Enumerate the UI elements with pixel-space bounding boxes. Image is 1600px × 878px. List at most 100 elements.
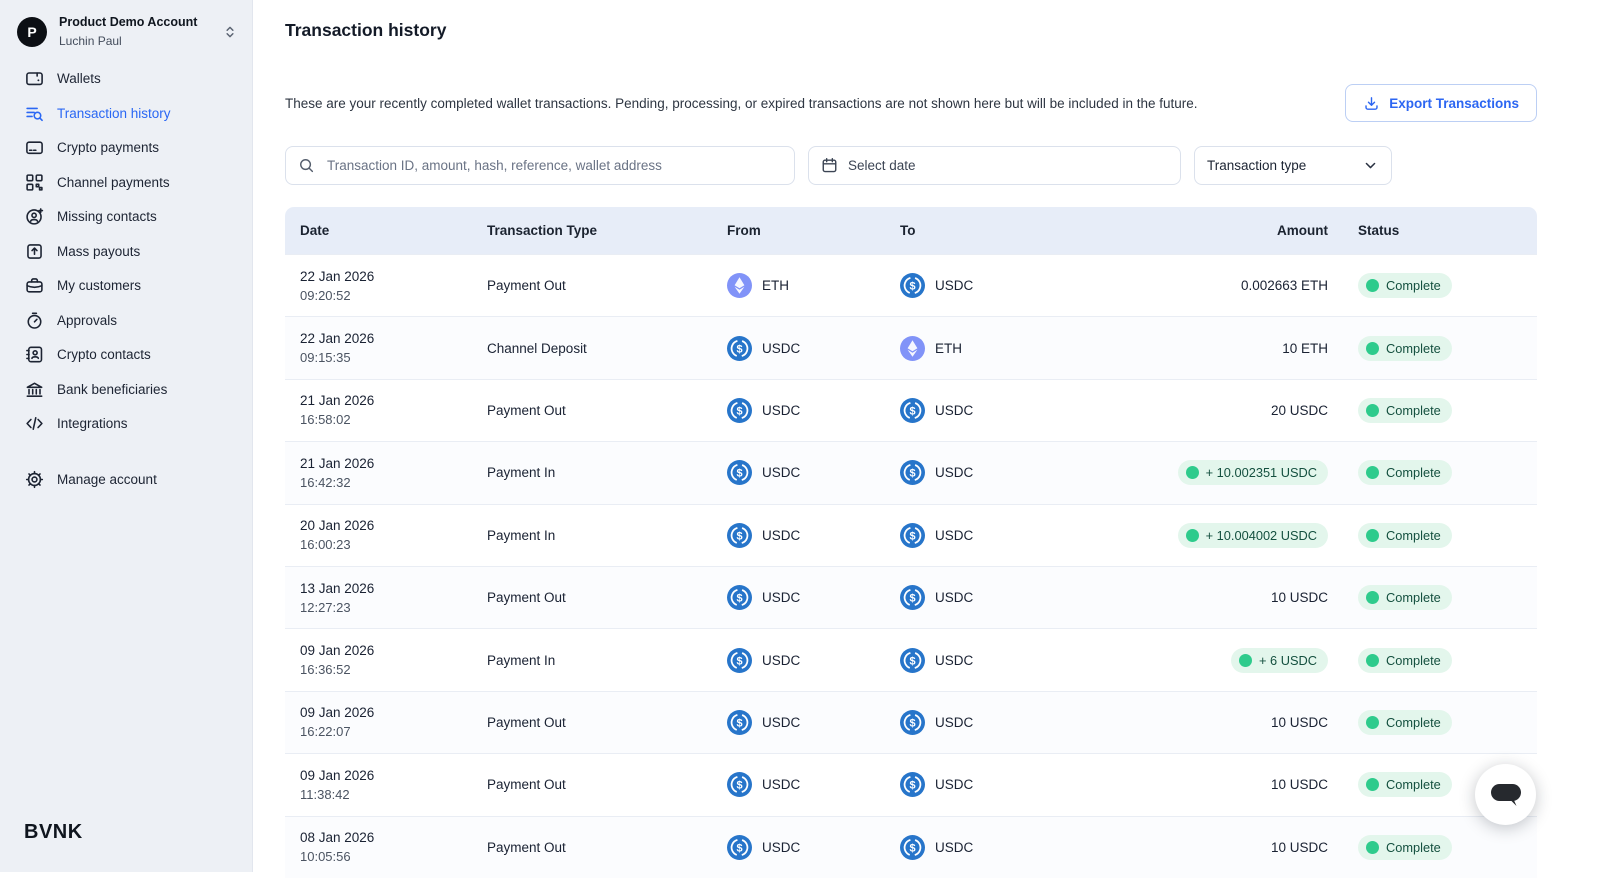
sidebar-item-manage-account[interactable]: Manage account (0, 462, 252, 497)
status-badge: Complete (1358, 647, 1452, 673)
qr-icon (26, 174, 43, 191)
status-badge: Complete (1358, 834, 1452, 860)
table-row[interactable]: 22 Jan 2026 09:20:52 Payment Out ETH $ USDC 0.… (285, 254, 1537, 317)
table-row[interactable]: 22 Jan 2026 09:15:35 Channel Deposit $ USDC E… (285, 316, 1537, 379)
usdc-icon: $ (727, 709, 752, 735)
gear-icon (25, 470, 44, 488)
transaction-type-label: Transaction type (1207, 158, 1307, 173)
from-currency: USDC (762, 590, 801, 606)
amount-pill: + 10.002351 USDC (1177, 460, 1328, 486)
sidebar-item-crypto-contacts[interactable]: Crypto contacts (0, 338, 252, 373)
sidebar-item-mass-payouts[interactable]: Mass payouts (0, 234, 252, 269)
transaction-type-filter[interactable]: Transaction type (1194, 146, 1392, 185)
green-dot-icon (1366, 715, 1379, 729)
date-filter-label: Select date (848, 158, 916, 173)
svg-text:$: $ (909, 530, 915, 542)
green-dot-icon (1366, 466, 1379, 480)
table-row[interactable]: 20 Jan 2026 16:00:23 Payment In $ USDC $ USDC +… (285, 503, 1537, 566)
svg-text:$: $ (736, 592, 742, 604)
bank-icon (26, 382, 43, 397)
column-header-amount: Amount (1277, 223, 1328, 238)
table-row[interactable]: 09 Jan 2026 16:22:07 Payment Out $ USDC $ USDC… (285, 690, 1537, 754)
column-header-from: From (727, 223, 761, 238)
svg-text:$: $ (909, 468, 915, 480)
table-row[interactable]: 09 Jan 2026 11:38:42 Payment Out $ USDC $ USDC… (285, 753, 1537, 816)
row-from: $ USDC (727, 335, 900, 361)
filters-bar: Select date Transaction type (285, 146, 1537, 185)
row-from: $ USDC (727, 522, 900, 548)
sidebar-item-integrations[interactable]: Integrations (0, 407, 252, 442)
row-amount: 10 USDC (1270, 590, 1328, 606)
chat-launcher-button[interactable] (1475, 764, 1536, 825)
row-time: 09:15:35 (300, 350, 351, 366)
row-time: 16:36:52 (300, 662, 351, 678)
amount-pill: + 10.004002 USDC (1177, 522, 1328, 548)
svg-text:$: $ (909, 592, 915, 604)
green-dot-icon (1366, 528, 1379, 542)
sidebar-item-bank-beneficiaries[interactable]: Bank beneficiaries (0, 372, 252, 407)
stopwatch-icon (27, 312, 42, 329)
usdc-icon: $ (727, 772, 752, 798)
row-amount: + 10.002351 USDC (1205, 465, 1317, 481)
account-switcher[interactable]: P Product Demo Account Luchin Paul (0, 0, 252, 59)
row-amount: 20 USDC (1270, 402, 1328, 418)
calendar-icon (822, 157, 837, 173)
address-book-icon (26, 346, 43, 363)
sidebar-item-label: Mass payouts (57, 243, 141, 259)
sidebar-item-label: Manage account (57, 471, 157, 487)
sidebar-item-wallets[interactable]: Wallets (0, 62, 252, 97)
box-arrow-up-icon (27, 244, 42, 259)
export-transactions-button[interactable]: Export Transactions (1345, 84, 1537, 122)
table-row[interactable]: 21 Jan 2026 16:58:02 Payment Out $ USDC $ USDC… (285, 378, 1537, 442)
table-row[interactable]: 13 Jan 2026 12:27:23 Payment Out $ USDC $ USDC… (285, 565, 1537, 629)
svg-text:$: $ (909, 655, 915, 667)
sidebar-item-missing-contacts[interactable]: Missing contacts (0, 200, 252, 235)
sidebar-item-crypto-payments[interactable]: Crypto payments (0, 131, 252, 166)
status-badge: Complete (1358, 709, 1452, 735)
row-transaction-type: Payment Out (487, 714, 566, 730)
account-avatar: P (17, 16, 47, 47)
account-name: Product Demo Account (59, 15, 198, 29)
row-transaction-type: Payment Out (487, 402, 566, 418)
from-currency: USDC (762, 527, 801, 543)
table-row[interactable]: 21 Jan 2026 16:42:32 Payment In $ USDC $ USDC +… (285, 441, 1537, 504)
sidebar-item-approvals[interactable]: Approvals (0, 303, 252, 338)
row-amount: + 10.004002 USDC (1205, 527, 1317, 543)
search-icon (300, 159, 314, 173)
from-currency: USDC (762, 714, 801, 730)
sidebar-item-label: Approvals (57, 312, 118, 328)
from-currency: USDC (762, 652, 801, 668)
table-row[interactable]: 08 Jan 2026 10:05:56 Payment Out $ USDC $ USDC… (285, 815, 1537, 878)
page-description: These are your recently completed wallet… (285, 95, 1198, 111)
sidebar-item-label: Missing contacts (57, 209, 157, 225)
row-from: $ USDC (727, 397, 900, 423)
search-field[interactable] (285, 146, 795, 185)
status-label: Complete (1386, 777, 1441, 793)
row-to: $ USDC (900, 585, 1130, 611)
from-currency: USDC (762, 465, 801, 481)
sidebar-item-label: Crypto payments (57, 140, 160, 156)
search-input[interactable] (325, 157, 782, 174)
usdc-icon: $ (727, 647, 752, 673)
sidebar-item-label: Integrations (57, 416, 128, 432)
status-label: Complete (1386, 839, 1441, 855)
status-badge: Complete (1358, 522, 1452, 548)
sidebar-item-channel-payments[interactable]: Channel payments (0, 165, 252, 200)
row-to: $ USDC (900, 522, 1130, 548)
sidebar-item-my-customers[interactable]: My customers (0, 269, 252, 304)
chevron-down-icon (1365, 162, 1376, 169)
status-label: Complete (1386, 652, 1441, 668)
table-row[interactable]: 09 Jan 2026 16:36:52 Payment In $ USDC $ USDC +… (285, 628, 1537, 691)
usdc-icon: $ (727, 460, 752, 486)
date-filter[interactable]: Select date (808, 146, 1181, 185)
chevron-updown-icon[interactable] (222, 24, 238, 40)
status-badge: Complete (1358, 772, 1452, 798)
transactions-table: Date Transaction Type From To Amount Status 2… (285, 207, 1537, 878)
row-time: 16:42:32 (300, 474, 351, 490)
row-from: $ USDC (727, 709, 900, 735)
sidebar-item-transaction-history[interactable]: Transaction history (0, 96, 252, 131)
download-icon (1365, 96, 1378, 110)
from-currency: ETH (762, 278, 789, 294)
to-currency: USDC (935, 402, 974, 418)
sidebar-manage: Manage account (0, 462, 252, 497)
